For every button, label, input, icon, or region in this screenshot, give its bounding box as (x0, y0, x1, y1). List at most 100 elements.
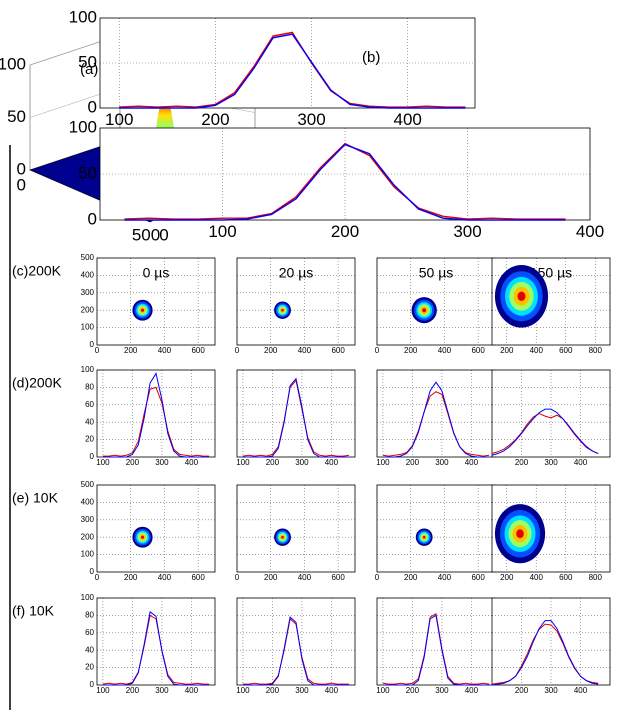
x-tick-label: 200 (404, 346, 418, 355)
x-tick-label: 400 (158, 573, 172, 582)
axes-frame (236, 484, 356, 573)
y-tick-label: 100 (81, 365, 95, 374)
x-tick-label: 200 (124, 346, 138, 355)
y-tick-label: 0 (17, 175, 26, 194)
x-tick-label: 0 (375, 573, 380, 582)
plot-area (237, 258, 355, 345)
x-tick-label: 800 (589, 346, 603, 355)
plot-area (237, 485, 355, 572)
x-tick-label: 300 (453, 222, 481, 241)
x-tick-label: 400 (158, 346, 172, 355)
x-tick-label: 400 (530, 573, 544, 582)
column-title: 20 µs (279, 265, 314, 281)
x-tick-label: 600 (331, 573, 345, 582)
y-tick-label: 300 (81, 288, 95, 297)
panel-label: (c)200K (12, 263, 62, 279)
x-tick-label: 600 (191, 346, 205, 355)
x-tick-label: 300 (435, 458, 449, 467)
profile-line (102, 386, 210, 457)
blob-level (516, 529, 524, 539)
plot-area (97, 258, 215, 345)
x-tick-label: 200 (124, 573, 138, 582)
x-tick-label: 300 (295, 458, 309, 467)
panel-label: (b) (362, 49, 380, 66)
axes-frame (96, 257, 216, 346)
x-tick-label: 400 (298, 573, 312, 582)
blob-level (281, 308, 284, 312)
x-tick-label: 400 (574, 686, 588, 695)
y-tick-label: 0 (88, 209, 97, 228)
z-tick-label: 100 (0, 54, 26, 73)
x-tick-label: 400 (574, 458, 588, 467)
x-tick-label: 200 (331, 222, 359, 241)
x-tick-label: 600 (559, 573, 573, 582)
x-tick-label: 300 (544, 458, 558, 467)
blob-level (422, 308, 427, 313)
x-tick-label: 400 (394, 110, 422, 129)
axes-frame (236, 597, 356, 686)
x-tick-label: 800 (589, 573, 603, 582)
y-tick-label: 0 (88, 97, 97, 116)
blob-level (281, 535, 284, 539)
axes-frame (96, 597, 216, 686)
x-tick-label: 100 (105, 110, 133, 129)
y-tick-label: 0 (90, 680, 95, 689)
x-tick-label: 400 (298, 346, 312, 355)
panel-label: (e) 10K (12, 490, 59, 506)
profile-line (102, 611, 210, 686)
x-tick-label: 600 (471, 346, 485, 355)
x-tick-label: 200 (266, 458, 280, 467)
x-tick-label: 300 (544, 686, 558, 695)
plot-area (377, 258, 495, 345)
y-tick-label: 200 (81, 532, 95, 541)
y-tick-label: 50 (78, 163, 97, 182)
x-tick-label: 100 (376, 458, 390, 467)
axes-frame (491, 257, 611, 346)
blob-level (517, 291, 526, 301)
x-tick-label: 200 (515, 686, 529, 695)
profile-line (382, 381, 490, 458)
y-tick-label: 500 (132, 225, 160, 244)
plot-area (377, 598, 495, 685)
y-tick-label: 100 (69, 117, 97, 136)
profile-line (242, 616, 350, 686)
axes-frame (491, 484, 611, 573)
panel-label: (f) 10K (12, 603, 55, 619)
profile-line (119, 31, 466, 108)
axes-frame (99, 127, 591, 221)
profile-line (382, 614, 490, 686)
y-tick-label: 100 (81, 323, 95, 332)
x-tick-label: 400 (325, 458, 339, 467)
panel-label: (a) (80, 61, 98, 78)
x-tick-label: 200 (404, 573, 418, 582)
x-tick-label: 300 (297, 110, 325, 129)
profile-line (124, 142, 566, 220)
blob-level (140, 308, 145, 312)
x-tick-label: 200 (264, 346, 278, 355)
x-tick-label: 300 (295, 686, 309, 695)
x-tick-label: 600 (191, 573, 205, 582)
x-tick-label: 100 (376, 686, 390, 695)
x-tick-label: 200 (266, 686, 280, 695)
y-tick-label: 80 (85, 383, 94, 392)
x-tick-label: 400 (465, 458, 479, 467)
axes-frame (236, 369, 356, 458)
plot-area (377, 370, 495, 457)
plot-area (237, 370, 355, 457)
blob-level (140, 535, 145, 539)
x-tick-label: 0 (95, 573, 100, 582)
x-tick-label: 600 (559, 346, 573, 355)
y-tick-label: 500 (81, 480, 95, 489)
y-tick-label: 300 (81, 515, 95, 524)
axes-frame (96, 484, 216, 573)
x-tick-label: 400 (530, 346, 544, 355)
z-tick-label: 0 (17, 159, 26, 178)
y-tick-label: 20 (85, 663, 94, 672)
x-tick-label: 200 (500, 573, 514, 582)
x-tick-label: 100 (96, 686, 110, 695)
x-tick-label: 200 (126, 458, 140, 467)
plot-area (492, 370, 610, 457)
x-tick-label: 300 (435, 686, 449, 695)
x-tick-label: 200 (201, 110, 229, 129)
